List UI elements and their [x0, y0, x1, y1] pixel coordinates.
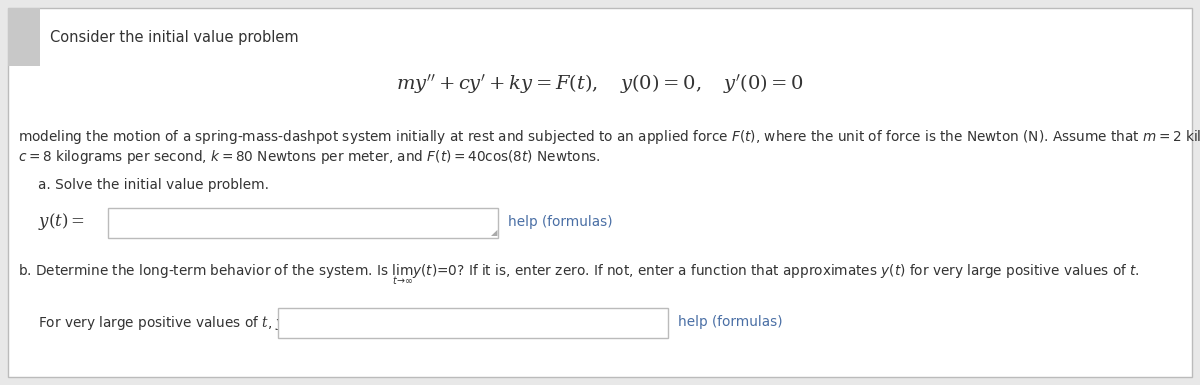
Bar — [108, 208, 498, 238]
Text: modeling the motion of a spring-mass-dashpot system initially at rest and subjec: modeling the motion of a spring-mass-das… — [18, 128, 1200, 146]
Text: For very large positive values of $t$, $y(t) \approx$: For very large positive values of $t$, $… — [38, 313, 314, 331]
Bar — [8, 8, 40, 66]
Text: ◢: ◢ — [491, 228, 497, 237]
Text: b. Determine the long-term behavior of the system. Is $\lim_{t \to \infty} y(t) : b. Determine the long-term behavior of t… — [18, 262, 1140, 286]
Text: Consider the initial value problem: Consider the initial value problem — [50, 30, 299, 45]
Text: a. Solve the initial value problem.: a. Solve the initial value problem. — [38, 178, 269, 192]
Text: help (formulas): help (formulas) — [508, 215, 613, 229]
Bar — [278, 308, 668, 338]
Text: help (formulas): help (formulas) — [678, 315, 782, 329]
Text: $y(t) =$: $y(t) =$ — [38, 211, 85, 233]
Text: $c = 8$ kilograms per second, $k = 80$ Newtons per meter, and $F(t) = 40\cos(8t): $c = 8$ kilograms per second, $k = 80$ N… — [18, 148, 601, 166]
Text: $my'' + cy' + ky = F(t), \quad y(0) = 0, \quad y'(0) = 0$: $my'' + cy' + ky = F(t), \quad y(0) = 0,… — [396, 72, 804, 95]
